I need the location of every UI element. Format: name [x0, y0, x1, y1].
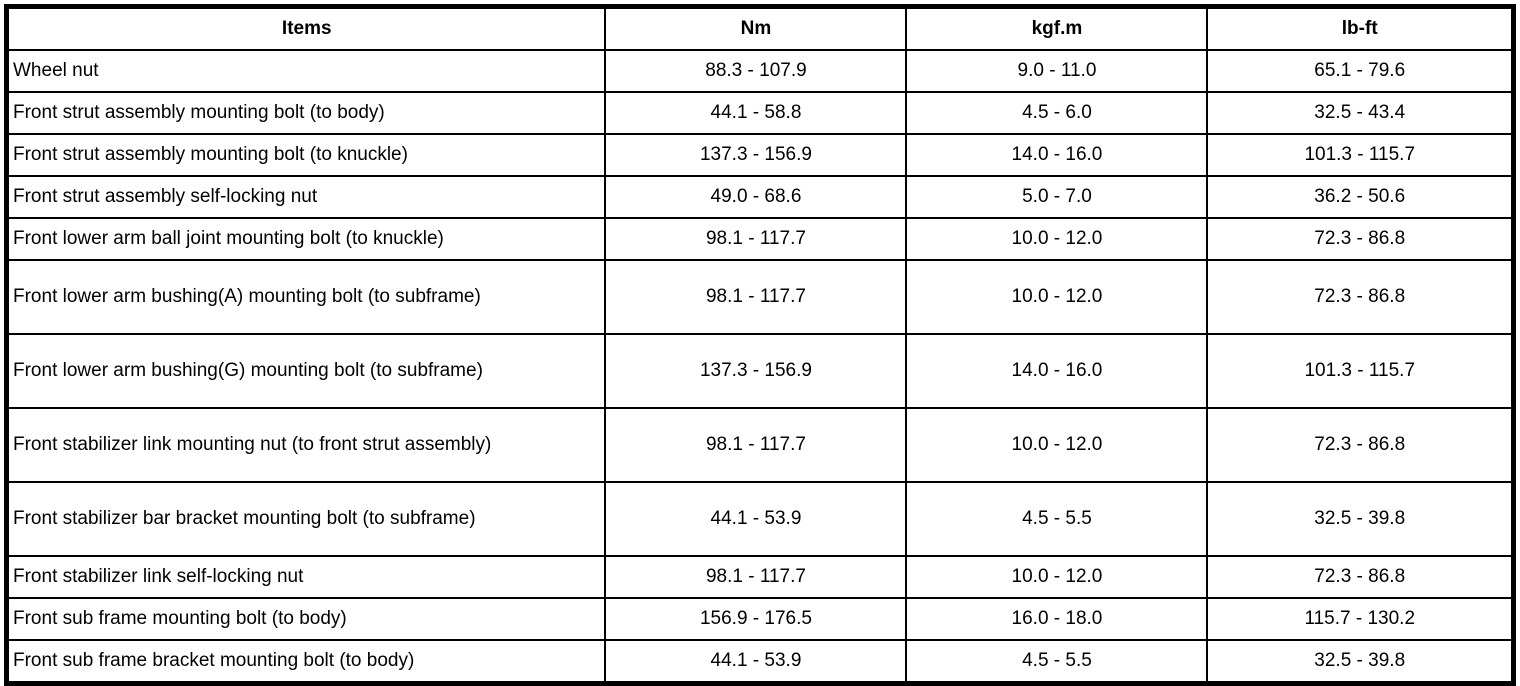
cell-lbft: 101.3 - 115.7	[1206, 333, 1515, 409]
cell-lbft: 72.3 - 86.8	[1206, 217, 1515, 261]
cell-lbft: 72.3 - 86.8	[1206, 555, 1515, 599]
cell-kgfm: 14.0 - 16.0	[905, 333, 1209, 409]
cell-lbft: 115.7 - 130.2	[1206, 597, 1515, 641]
cell-kgfm: 4.5 - 5.5	[905, 639, 1209, 685]
cell-item: Front sub frame mounting bolt (to body)	[5, 597, 607, 641]
cell-item: Front strut assembly self-locking nut	[5, 175, 607, 219]
table-row: Front lower arm ball joint mounting bolt…	[5, 217, 1515, 261]
cell-item: Front stabilizer link mounting nut (to f…	[5, 407, 607, 483]
table-row: Front stabilizer link mounting nut (to f…	[5, 407, 1515, 483]
cell-kgfm: 4.5 - 6.0	[905, 91, 1209, 135]
cell-lbft: 32.5 - 43.4	[1206, 91, 1515, 135]
cell-item: Front lower arm ball joint mounting bolt…	[5, 217, 607, 261]
table-row: Front sub frame bracket mounting bolt (t…	[5, 639, 1515, 685]
cell-item: Front lower arm bushing(G) mounting bolt…	[5, 333, 607, 409]
table-row: Front strut assembly mounting bolt (to b…	[5, 91, 1515, 135]
cell-nm: 44.1 - 53.9	[604, 639, 908, 685]
cell-kgfm: 9.0 - 11.0	[905, 49, 1209, 93]
column-header-lbft: lb-ft	[1206, 5, 1515, 51]
cell-nm: 98.1 - 117.7	[604, 217, 908, 261]
torque-spec-table: Items Nm kgf.m lb-ft Wheel nut 88.3 - 10…	[4, 4, 1516, 686]
table-row: Front strut assembly mounting bolt (to k…	[5, 133, 1515, 177]
cell-nm: 49.0 - 68.6	[604, 175, 908, 219]
cell-nm: 98.1 - 117.7	[604, 259, 908, 335]
cell-lbft: 32.5 - 39.8	[1206, 481, 1515, 557]
cell-kgfm: 10.0 - 12.0	[905, 259, 1209, 335]
cell-nm: 156.9 - 176.5	[604, 597, 908, 641]
cell-nm: 44.1 - 53.9	[604, 481, 908, 557]
cell-item: Front stabilizer bar bracket mounting bo…	[5, 481, 607, 557]
table-header-row: Items Nm kgf.m lb-ft	[5, 5, 1515, 51]
cell-kgfm: 16.0 - 18.0	[905, 597, 1209, 641]
cell-kgfm: 5.0 - 7.0	[905, 175, 1209, 219]
column-header-nm: Nm	[604, 5, 908, 51]
cell-nm: 137.3 - 156.9	[604, 333, 908, 409]
cell-kgfm: 10.0 - 12.0	[905, 555, 1209, 599]
cell-lbft: 72.3 - 86.8	[1206, 407, 1515, 483]
table-row: Front sub frame mounting bolt (to body) …	[5, 597, 1515, 641]
cell-kgfm: 10.0 - 12.0	[905, 217, 1209, 261]
cell-nm: 98.1 - 117.7	[604, 407, 908, 483]
cell-lbft: 65.1 - 79.6	[1206, 49, 1515, 93]
cell-nm: 88.3 - 107.9	[604, 49, 908, 93]
cell-lbft: 36.2 - 50.6	[1206, 175, 1515, 219]
cell-item: Front strut assembly mounting bolt (to b…	[5, 91, 607, 135]
column-header-items: Items	[5, 5, 607, 51]
cell-lbft: 32.5 - 39.8	[1206, 639, 1515, 685]
cell-lbft: 72.3 - 86.8	[1206, 259, 1515, 335]
table-row: Front lower arm bushing(G) mounting bolt…	[5, 333, 1515, 409]
cell-nm: 137.3 - 156.9	[604, 133, 908, 177]
cell-nm: 98.1 - 117.7	[604, 555, 908, 599]
cell-item: Front sub frame bracket mounting bolt (t…	[5, 639, 607, 685]
table-row: Front stabilizer link self-locking nut 9…	[5, 555, 1515, 599]
cell-lbft: 101.3 - 115.7	[1206, 133, 1515, 177]
cell-kgfm: 14.0 - 16.0	[905, 133, 1209, 177]
cell-item: Front stabilizer link self-locking nut	[5, 555, 607, 599]
cell-item: Wheel nut	[5, 49, 607, 93]
table-row: Front strut assembly self-locking nut 49…	[5, 175, 1515, 219]
column-header-kgfm: kgf.m	[905, 5, 1209, 51]
table-row: Front stabilizer bar bracket mounting bo…	[5, 481, 1515, 557]
cell-nm: 44.1 - 58.8	[604, 91, 908, 135]
table-row: Front lower arm bushing(A) mounting bolt…	[5, 259, 1515, 335]
cell-item: Front strut assembly mounting bolt (to k…	[5, 133, 607, 177]
cell-kgfm: 10.0 - 12.0	[905, 407, 1209, 483]
cell-kgfm: 4.5 - 5.5	[905, 481, 1209, 557]
cell-item: Front lower arm bushing(A) mounting bolt…	[5, 259, 607, 335]
table-row: Wheel nut 88.3 - 107.9 9.0 - 11.0 65.1 -…	[5, 49, 1515, 93]
